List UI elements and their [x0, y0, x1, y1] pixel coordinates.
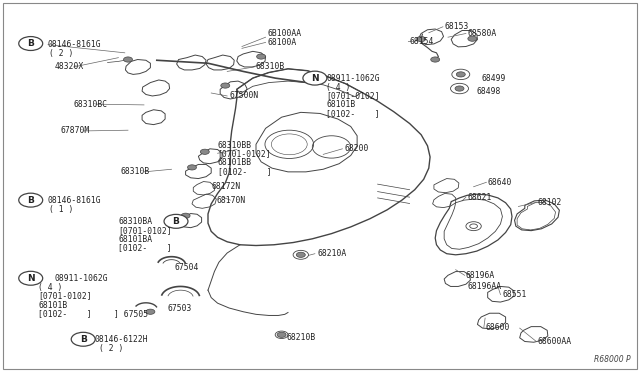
Circle shape [188, 165, 196, 170]
Text: 68200: 68200 [344, 144, 369, 153]
Text: ( 2 ): ( 2 ) [49, 49, 74, 58]
Text: [0701-0102]: [0701-0102] [38, 292, 92, 301]
Circle shape [181, 213, 190, 218]
Circle shape [124, 57, 132, 62]
Text: 68310BC: 68310BC [74, 100, 108, 109]
Text: ( 4 ): ( 4 ) [38, 283, 63, 292]
Text: B: B [28, 39, 34, 48]
Text: [0102-    ]: [0102- ] [118, 244, 172, 253]
Circle shape [451, 83, 468, 94]
Circle shape [221, 83, 230, 88]
Text: [0701-0102]: [0701-0102] [218, 150, 271, 158]
Circle shape [296, 252, 305, 257]
Text: 68154: 68154 [410, 37, 434, 46]
Circle shape [293, 250, 308, 259]
Text: 6B100AA: 6B100AA [268, 29, 301, 38]
Circle shape [257, 54, 266, 59]
Circle shape [470, 224, 477, 228]
Text: B: B [173, 217, 179, 226]
Text: 68210B: 68210B [286, 333, 316, 341]
Text: N: N [27, 274, 35, 283]
Text: ( 4 ): ( 4 ) [326, 83, 351, 92]
Text: 48320X: 48320X [54, 62, 84, 71]
Text: 68102: 68102 [538, 198, 562, 207]
Circle shape [455, 86, 464, 91]
Text: 68640: 68640 [488, 178, 512, 187]
Circle shape [277, 332, 286, 337]
Text: 68153: 68153 [445, 22, 469, 31]
Text: 68172N: 68172N [211, 182, 241, 191]
Circle shape [452, 69, 470, 80]
Circle shape [19, 193, 43, 207]
Text: 68621: 68621 [467, 193, 492, 202]
Text: 67504: 67504 [174, 263, 198, 272]
Text: 68210A: 68210A [317, 249, 347, 258]
Text: 68498: 68498 [477, 87, 501, 96]
Text: 68101BB: 68101BB [218, 158, 252, 167]
Text: 68196A: 68196A [466, 271, 495, 280]
Text: ( 2 ): ( 2 ) [99, 344, 124, 353]
Circle shape [456, 72, 465, 77]
Text: 68101BA: 68101BA [118, 235, 152, 244]
Circle shape [275, 331, 288, 339]
Circle shape [417, 36, 426, 42]
Text: 68551: 68551 [502, 290, 527, 299]
Circle shape [146, 309, 155, 314]
Text: R68000 P: R68000 P [594, 355, 630, 364]
Text: 67870M: 67870M [61, 126, 90, 135]
Text: [0102-    ]: [0102- ] [218, 167, 271, 176]
Text: 68310BB: 68310BB [218, 141, 252, 150]
Text: 68100A: 68100A [268, 38, 297, 47]
Text: 68310B: 68310B [120, 167, 150, 176]
Text: 68580A: 68580A [467, 29, 497, 38]
Text: 68600: 68600 [485, 323, 509, 332]
Text: 08911-1062G: 08911-1062G [54, 274, 108, 283]
Text: 68101B: 68101B [38, 301, 68, 310]
Text: 08146-8161G: 08146-8161G [48, 196, 102, 205]
Text: [0701-0102]: [0701-0102] [326, 92, 380, 100]
Text: 08146-6122H: 08146-6122H [95, 335, 148, 344]
Text: [0102-    ]: [0102- ] [38, 310, 92, 318]
Text: 68310B: 68310B [256, 62, 285, 71]
Circle shape [164, 214, 188, 228]
Circle shape [303, 71, 327, 85]
Text: 68310BA: 68310BA [118, 217, 152, 226]
Text: N: N [311, 74, 319, 83]
Circle shape [200, 149, 209, 154]
Circle shape [466, 222, 481, 231]
Circle shape [431, 57, 440, 62]
Text: 68196AA: 68196AA [467, 282, 501, 291]
Text: B: B [28, 196, 34, 205]
Text: ( 1 ): ( 1 ) [49, 205, 74, 214]
Text: 68101B: 68101B [326, 100, 356, 109]
Text: ] 67505: ] 67505 [114, 310, 148, 318]
Text: 67500N: 67500N [229, 92, 259, 100]
Circle shape [468, 36, 477, 41]
Text: 08911-1062G: 08911-1062G [326, 74, 380, 83]
Circle shape [71, 332, 95, 346]
Text: [0102-    ]: [0102- ] [326, 109, 380, 118]
Text: 68170N: 68170N [216, 196, 246, 205]
Text: 68600AA: 68600AA [538, 337, 572, 346]
Circle shape [19, 36, 43, 51]
Text: B: B [80, 335, 86, 344]
Text: 67503: 67503 [168, 304, 192, 313]
Text: [0701-0102]: [0701-0102] [118, 226, 172, 235]
Text: 68499: 68499 [481, 74, 506, 83]
Text: 08146-8161G: 08146-8161G [48, 40, 102, 49]
Circle shape [19, 271, 43, 285]
